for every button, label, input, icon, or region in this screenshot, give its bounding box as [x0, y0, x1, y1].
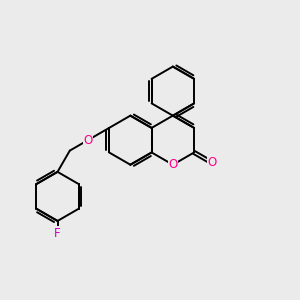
- Text: O: O: [83, 134, 92, 147]
- Text: O: O: [168, 158, 178, 171]
- Text: O: O: [208, 156, 217, 170]
- Text: F: F: [54, 227, 61, 240]
